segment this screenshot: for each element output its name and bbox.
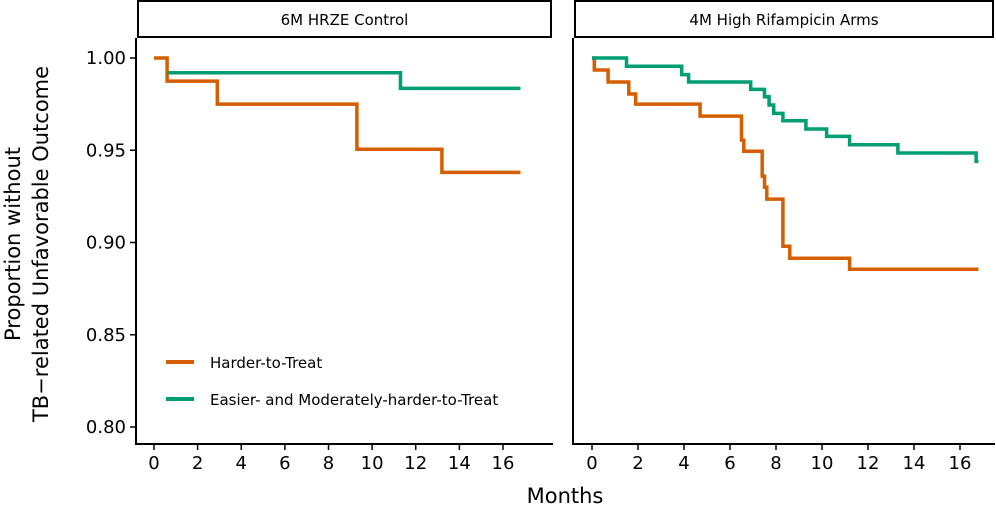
y-axis-title-line-2: TB−related Unfavorable Outcome (29, 66, 53, 423)
x-tick-label: 4 (678, 453, 689, 474)
x-tick-label: 0 (586, 453, 597, 474)
x-axis-title: Months (527, 484, 604, 508)
x-tick-label: 4 (236, 453, 247, 474)
y-tick-label: 1.00 (86, 48, 126, 69)
x-tick-label: 2 (632, 453, 643, 474)
series-line-harder-to-treat (592, 56, 979, 272)
x-tick-label: 14 (903, 453, 926, 474)
series-line-harder-to-treat (154, 56, 521, 175)
legend-label-easier: Easier- and Moderately-harder-to-Treat (210, 391, 498, 409)
x-tick-label: 0 (148, 453, 159, 474)
facet-strip (574, 0, 994, 38)
x-tick-label: 10 (811, 453, 834, 474)
x-tick-label: 6 (279, 453, 290, 474)
panel-4m-high-rifampicin-arms: 4M High Rifampicin Arms 0 2 4 6 8 10 12 14 16 (572, 0, 995, 474)
facet-strip-label: 6M HRZE Control (281, 11, 409, 29)
y-tick-label: 0.90 (86, 233, 126, 254)
x-tick-label: 16 (492, 453, 515, 474)
panel-6m-hrze-control: 6M HRZE Control 0 2 4 6 8 10 12 14 16 1.00 0.95 0.90… (86, 0, 553, 474)
y-axis-title-line-1: Proportion without (1, 147, 25, 341)
legend-label-harder: Harder-to-Treat (210, 354, 322, 372)
series-line-easier-and-moderately-harder-to-treat (167, 71, 521, 91)
y-tick-label: 0.85 (86, 325, 126, 346)
legend: Harder-to-Treat Easier- and Moderately-h… (166, 354, 498, 409)
y-tick-label: 0.80 (86, 417, 126, 438)
series-line-easier-and-moderately-harder-to-treat (592, 56, 979, 164)
x-tick-label: 8 (323, 453, 334, 474)
y-tick-label: 0.95 (86, 140, 126, 161)
facet-strip (137, 0, 552, 38)
x-tick-label: 12 (404, 453, 427, 474)
x-tick-label: 14 (448, 453, 471, 474)
x-tick-label: 6 (724, 453, 735, 474)
x-tick-label: 10 (361, 453, 384, 474)
x-tick-label: 2 (192, 453, 203, 474)
x-tick-label: 8 (770, 453, 781, 474)
facet-strip-label: 4M High Rifampicin Arms (689, 11, 878, 29)
x-tick-label: 16 (949, 453, 972, 474)
x-tick-label: 12 (857, 453, 880, 474)
y-axis-title: Proportion without TB−related Unfavorabl… (1, 66, 53, 423)
